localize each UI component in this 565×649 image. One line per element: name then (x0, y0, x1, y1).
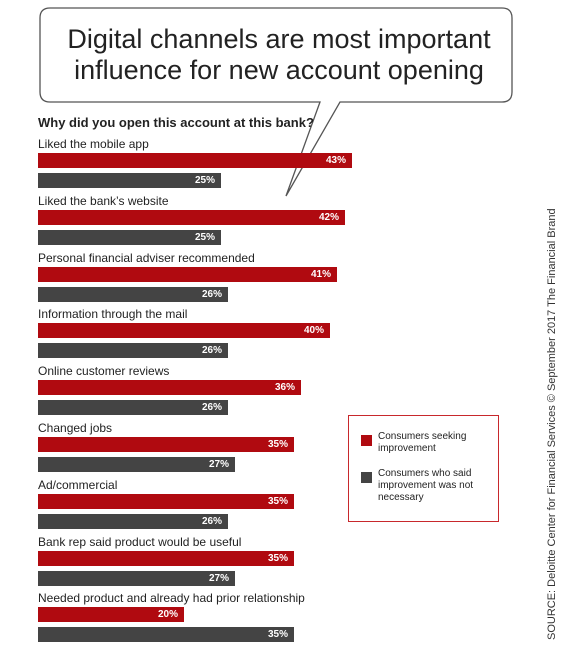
bar-seeking: 41% (38, 266, 337, 282)
bar-value-label: 42% (318, 211, 339, 223)
bar-value-label: 27% (208, 572, 229, 584)
category-label: Personal financial adviser recommended (38, 250, 255, 265)
bar-value-label: 27% (208, 459, 229, 470)
bar-value-label: 43% (325, 155, 346, 166)
bar-not-necessary: 35% (38, 627, 294, 643)
bar-seeking: 35% (38, 550, 294, 566)
category-label: Online customer reviews (38, 364, 170, 379)
bar-seeking: 40% (38, 323, 330, 339)
category-label: Ad/commercial (38, 477, 118, 492)
source-note: SOURCE: Deloitte Center for Financial Se… (546, 208, 558, 640)
bar-seeking: 43% (38, 153, 352, 168)
chart-question: Why did you open this account at this ba… (38, 115, 314, 130)
bar-seeking: 20% (38, 607, 184, 623)
speech-bubble-outline (39, 7, 513, 197)
bar-not-necessary: 27% (38, 457, 235, 472)
legend: Consumers seeking improvement Consumers … (348, 415, 499, 522)
bar-value-label: 26% (201, 345, 222, 357)
bar-value-label: 40% (303, 325, 324, 337)
bar-not-necessary: 26% (38, 400, 228, 416)
legend-label-not-necessary: Consumers who said improvement was not n… (378, 468, 474, 503)
chart-title-line-2: influence for new account opening (74, 55, 484, 85)
bar-seeking: 42% (38, 209, 345, 225)
bar-value-label: 41% (310, 268, 331, 280)
category-label: Liked the bank’s website (38, 193, 169, 208)
legend-swatch-not-necessary (361, 472, 372, 483)
chart-title-line-1: Digital channels are most important (67, 24, 491, 54)
bar-value-label: 35% (267, 495, 288, 507)
bar-not-necessary: 27% (38, 570, 235, 586)
bar-value-label: 25% (194, 231, 215, 243)
category-label: Changed jobs (38, 421, 113, 435)
bar-value-label: 26% (201, 402, 222, 414)
bar-seeking: 35% (38, 437, 294, 452)
bar-value-label: 35% (267, 439, 288, 450)
bar-value-label: 20% (157, 609, 178, 621)
legend-label-seeking: Consumers seeking improvement (378, 431, 467, 454)
category-label: Bank rep said product would be useful (38, 534, 242, 549)
bar-value-label: 35% (267, 552, 288, 564)
category-label: Needed product and already had prior rel… (38, 591, 305, 606)
bar-not-necessary: 26% (38, 513, 228, 529)
bar-value-label: 26% (201, 515, 222, 527)
bar-value-label: 35% (267, 629, 288, 641)
bar-value-label: 36% (274, 382, 295, 394)
bar-not-necessary: 26% (38, 343, 228, 359)
category-label: Information through the mail (38, 307, 188, 322)
legend-swatch-seeking (361, 435, 372, 446)
bar-not-necessary: 25% (38, 173, 221, 188)
bar-seeking: 35% (38, 493, 294, 509)
bar-value-label: 26% (201, 288, 222, 300)
bar-not-necessary: 26% (38, 286, 228, 302)
category-label: Liked the mobile app (38, 137, 149, 151)
bar-not-necessary: 25% (38, 229, 221, 245)
bar-seeking: 36% (38, 380, 301, 396)
bar-value-label: 25% (194, 175, 215, 186)
